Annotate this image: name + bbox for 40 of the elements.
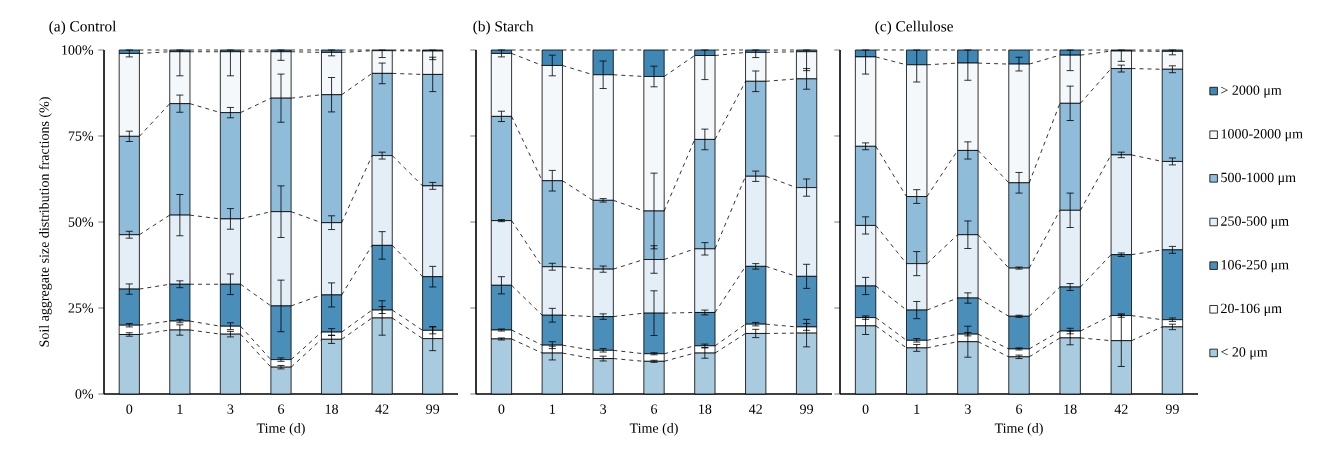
legend-label: > 2000 μm	[1221, 85, 1282, 98]
x-tick-label: 18	[699, 404, 712, 414]
y-axis-title: Soil aggregate size distribution fractions (%)	[38, 97, 52, 347]
x-tick-label: 1	[177, 404, 183, 414]
y-tick-label: 25%	[68, 303, 94, 313]
y-tick-label: 50%	[68, 217, 94, 227]
x-tick-label: 99	[426, 404, 440, 414]
x-tick-label: 42	[748, 404, 762, 414]
x-tick-label: 0	[862, 404, 869, 414]
chart-title: (b) Starch	[473, 20, 534, 35]
x-axis-title: Time (d)	[256, 423, 305, 436]
x-tick-label: 6	[278, 404, 285, 414]
legend-label: 20-106 μm	[1221, 303, 1282, 316]
legend-label: 1000-2000 μm	[1221, 129, 1303, 142]
x-axis-title: Time (d)	[629, 423, 678, 436]
x-tick-label: 99	[800, 404, 813, 414]
x-tick-label: 18	[325, 404, 339, 414]
x-tick-label: 1	[914, 404, 920, 414]
legend-label: 500-1000 μm	[1221, 172, 1296, 185]
x-tick-label: 99	[1165, 404, 1179, 414]
y-tick-label: 0%	[75, 389, 94, 399]
x-tick-label: 0	[126, 404, 133, 414]
x-tick-label: 3	[600, 404, 607, 414]
x-tick-label: 18	[1064, 404, 1077, 414]
x-axis-title: Time (d)	[994, 423, 1043, 436]
legend-label: 250-500 μm	[1221, 216, 1289, 229]
x-tick-label: 6	[1016, 404, 1023, 414]
x-tick-label: 3	[965, 404, 971, 414]
legend-label: 106-250 μm	[1221, 259, 1289, 273]
chart-title: (c) Cellulose	[875, 20, 953, 35]
x-tick-label: 0	[498, 404, 505, 414]
x-tick-label: 42	[375, 404, 389, 414]
legend-label: < 20 μm	[1221, 347, 1268, 360]
y-tick-label: 75%	[68, 131, 94, 141]
x-tick-label: 1	[550, 404, 555, 414]
x-tick-label: 3	[227, 404, 234, 414]
y-tick-label: 100%	[62, 45, 94, 55]
x-tick-label: 6	[651, 404, 658, 414]
chart-title: (a) Control	[49, 20, 117, 35]
x-tick-label: 42	[1114, 404, 1128, 414]
